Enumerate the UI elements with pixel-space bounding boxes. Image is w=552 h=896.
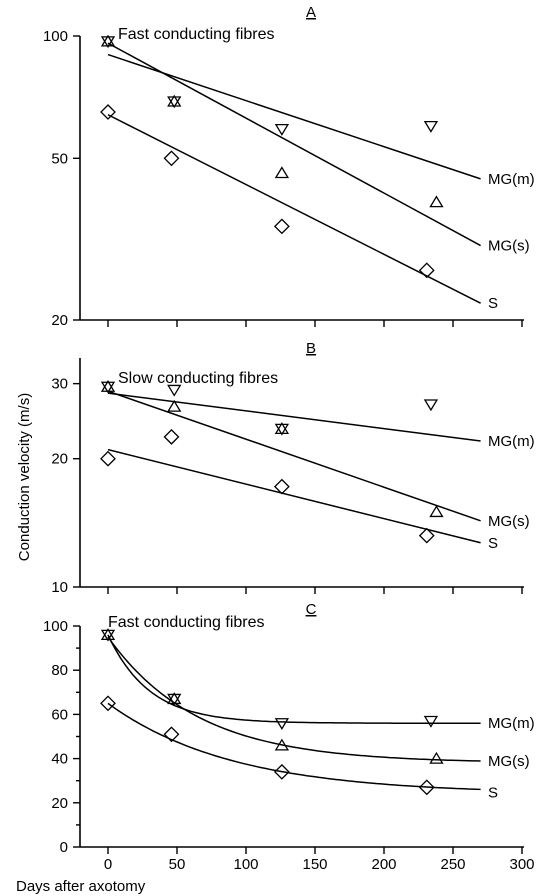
- series-s: S: [100, 104, 498, 312]
- point-triangle-up: [167, 692, 182, 705]
- point-diamond: [163, 150, 180, 167]
- fit-curve: [107, 634, 481, 724]
- series-label: S: [488, 784, 498, 801]
- panel-title: Fast conducting fibres: [108, 614, 265, 631]
- series-mg-m: MG(m): [100, 629, 535, 732]
- x-tick-label: 0: [104, 856, 112, 873]
- point-diamond: [418, 779, 435, 796]
- panel-letter: B: [306, 340, 316, 357]
- point-triangle-down: [423, 120, 439, 133]
- series-label: MG(s): [488, 513, 530, 530]
- point-triangle-up: [167, 399, 182, 412]
- fit-line: [107, 42, 481, 247]
- x-axis-label: Days after axotomy: [16, 878, 146, 895]
- panel-b: 10 20 30 B Slow conducting fibres MG(m) MG(s) S: [51, 340, 534, 596]
- series-mg-s: MG(s): [100, 379, 530, 530]
- panel-title: Slow conducting fibres: [118, 370, 278, 387]
- y-axis-label: Conduction velocity (m/s): [16, 393, 33, 561]
- series-mg-s: MG(s): [100, 628, 530, 770]
- point-triangle-up: [274, 166, 290, 179]
- series-label: MG(m): [488, 433, 535, 450]
- point-diamond: [100, 695, 116, 712]
- point-triangle-up: [167, 94, 182, 107]
- fit-line: [107, 392, 481, 442]
- series-s: S: [100, 695, 498, 801]
- x-tick-label: 100: [233, 856, 258, 873]
- series-label: S: [488, 295, 498, 312]
- fit-line: [107, 390, 481, 522]
- y-tick-label: 20: [51, 451, 68, 468]
- y-tick-label: 80: [51, 662, 68, 679]
- point-diamond: [100, 450, 116, 467]
- fit-line: [107, 448, 481, 544]
- point-triangle-up: [274, 422, 290, 434]
- point-triangle-down: [423, 399, 439, 412]
- panel-letter: C: [306, 601, 317, 618]
- fit-line: [107, 114, 481, 304]
- series-label: MG(m): [488, 171, 535, 188]
- point-diamond: [163, 428, 180, 445]
- y-tick-label: 20: [51, 795, 68, 812]
- point-diamond: [418, 262, 435, 279]
- y-tick-label: 40: [51, 751, 68, 768]
- fit-curve: [107, 636, 481, 762]
- y-tick-label: 100: [43, 618, 68, 635]
- series-mg-m: MG(m): [100, 36, 535, 188]
- panel-letter: A: [306, 4, 316, 21]
- point-triangle-up: [429, 195, 444, 208]
- series-s: S: [100, 428, 498, 552]
- y-tick-label: 10: [51, 579, 68, 596]
- point-diamond: [273, 478, 290, 495]
- panel-title: Fast conducting fibres: [118, 26, 275, 43]
- series-label: MG(m): [488, 715, 535, 732]
- x-tick-label: 200: [371, 856, 396, 873]
- point-triangle-down: [274, 718, 290, 731]
- point-diamond: [273, 218, 290, 235]
- point-triangle-up: [100, 34, 116, 47]
- series-label: MG(s): [488, 238, 530, 255]
- series-label: MG(s): [488, 753, 530, 770]
- point-triangle-up: [429, 751, 444, 764]
- x-tick-label: 150: [302, 856, 327, 873]
- point-triangle-down: [423, 715, 439, 728]
- y-tick-label: 50: [51, 150, 68, 167]
- panel-a: 20 50 100 A Fast conducting fibres MG(m) MG(s)…: [43, 4, 535, 329]
- panel-c: 0 20 40 60 80 100 0 50 100 150 200 250 300 C Fast cond…: [43, 601, 535, 873]
- fit-line: [107, 53, 481, 180]
- x-tick-label: 300: [509, 856, 534, 873]
- y-tick-label: 0: [60, 839, 68, 856]
- point-diamond: [273, 763, 290, 780]
- y-tick-label: 20: [51, 312, 68, 329]
- x-tick-label: 50: [169, 856, 186, 873]
- series-mg-s: MG(s): [100, 34, 530, 255]
- x-tick-label: 250: [440, 856, 465, 873]
- point-triangle-down: [274, 123, 290, 136]
- point-diamond: [100, 104, 116, 120]
- y-tick-label: 100: [43, 28, 68, 45]
- point-triangle-up: [100, 379, 116, 392]
- point-triangle-up: [100, 628, 116, 640]
- point-triangle-up: [429, 505, 444, 518]
- point-triangle-down: [167, 384, 182, 397]
- series-label: S: [488, 535, 498, 552]
- point-diamond: [163, 726, 180, 743]
- point-diamond: [418, 527, 435, 544]
- y-tick-label: 30: [51, 376, 68, 393]
- point-triangle-up: [274, 738, 290, 751]
- y-tick-label: 60: [51, 706, 68, 723]
